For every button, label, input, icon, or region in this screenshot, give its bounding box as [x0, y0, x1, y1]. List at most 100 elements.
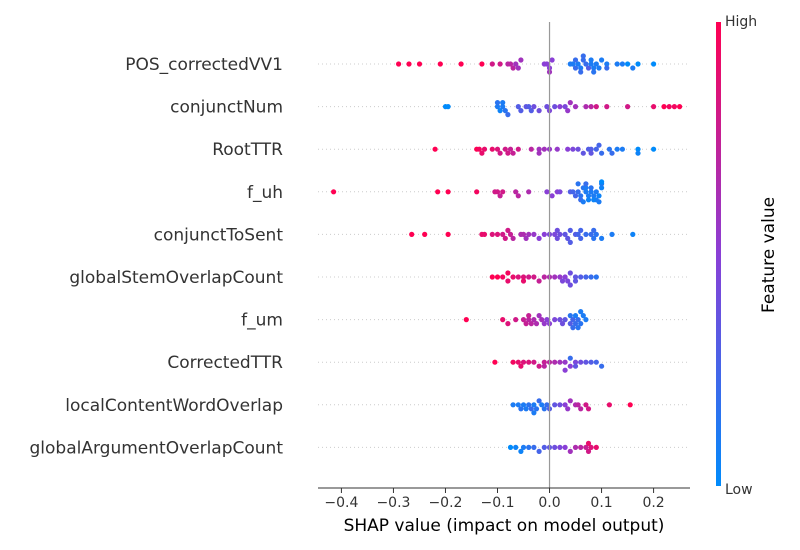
- shap-point: [580, 150, 586, 156]
- shap-point: [593, 146, 599, 152]
- shap-points: [331, 53, 683, 454]
- shap-point: [630, 65, 636, 71]
- shap-point: [593, 61, 599, 67]
- shap-point: [505, 150, 511, 156]
- shap-point: [437, 61, 443, 67]
- shap-point: [531, 410, 537, 416]
- shap-point: [396, 61, 402, 67]
- shap-point: [599, 363, 605, 369]
- shap-point: [583, 61, 589, 67]
- feature-label: CorrectedTTR: [167, 353, 283, 373]
- shap-point: [539, 317, 545, 323]
- shap-point: [416, 61, 423, 67]
- shap-point: [544, 104, 550, 110]
- shap-point: [591, 69, 597, 75]
- shap-point: [432, 146, 438, 152]
- shap-point: [507, 146, 514, 152]
- shap-point: [492, 359, 498, 365]
- shap-point: [533, 406, 540, 412]
- x-tick-label: 0.1: [590, 495, 612, 511]
- shap-point: [625, 61, 631, 67]
- shap-point: [575, 146, 581, 152]
- colorbar-low-label: Low: [725, 482, 753, 498]
- shap-point: [507, 61, 514, 67]
- shap-point: [606, 146, 613, 152]
- shap-point: [578, 65, 584, 71]
- shap-point: [562, 402, 568, 408]
- shap-point: [544, 402, 550, 408]
- shap-point: [575, 61, 581, 67]
- shap-point: [554, 146, 560, 152]
- shap-point: [531, 444, 537, 450]
- shap-point: [588, 146, 594, 152]
- shap-point: [541, 321, 547, 327]
- shap-point: [585, 448, 592, 454]
- shap-point: [523, 235, 529, 241]
- shap-point: [422, 231, 428, 237]
- shap-point: [588, 185, 594, 191]
- shap-point: [562, 231, 568, 237]
- shap-point: [552, 359, 558, 365]
- shap-point: [515, 104, 521, 110]
- shap-point: [567, 448, 573, 454]
- shap-point: [588, 444, 594, 450]
- shap-point: [557, 189, 563, 195]
- x-tick-label: −0.3: [376, 495, 410, 511]
- shap-point: [541, 231, 547, 237]
- shap-point: [494, 104, 501, 110]
- shap-point: [489, 61, 495, 67]
- shap-point: [541, 444, 547, 450]
- shap-point: [520, 317, 527, 323]
- shap-point: [520, 444, 527, 450]
- shap-point: [559, 321, 566, 327]
- shap-point: [515, 402, 521, 408]
- shap-point: [583, 231, 589, 237]
- shap-point: [544, 189, 550, 195]
- shap-point: [526, 104, 532, 110]
- shap-point: [588, 104, 594, 110]
- shap-point: [630, 231, 636, 237]
- shap-point: [520, 278, 527, 284]
- shap-point: [445, 104, 451, 110]
- shap-point: [588, 231, 594, 237]
- shap-point: [445, 189, 451, 195]
- shap-point: [557, 231, 563, 237]
- shap-point: [552, 274, 558, 280]
- shap-point: [331, 189, 337, 195]
- shap-point: [510, 65, 516, 71]
- shap-point: [599, 150, 605, 156]
- shap-point: [500, 274, 506, 280]
- shap-point: [575, 181, 581, 187]
- shap-point: [591, 197, 597, 203]
- colorbar-high-label: High: [725, 14, 757, 30]
- shap-point: [505, 270, 511, 276]
- shap-point: [593, 231, 599, 237]
- shap-point: [502, 108, 508, 114]
- shap-point: [500, 231, 506, 237]
- x-tick-label: 0.2: [642, 495, 664, 511]
- shap-point: [606, 402, 613, 408]
- shap-point: [562, 104, 568, 110]
- x-tick-label: 0.0: [538, 495, 560, 511]
- shap-point: [585, 406, 592, 412]
- shap-point: [578, 359, 584, 365]
- shap-point: [596, 65, 602, 71]
- shap-point: [585, 65, 592, 71]
- shap-point: [593, 189, 599, 195]
- shap-point: [565, 146, 571, 152]
- shap-point: [651, 61, 657, 67]
- shap-point: [593, 359, 599, 365]
- shap-point: [494, 100, 501, 106]
- shap-point: [562, 317, 568, 323]
- feature-rows: POS_correctedVV1 conjunctNum RootTTR f_uhco…: [30, 55, 690, 458]
- shap-point: [500, 317, 506, 323]
- shap-point: [536, 146, 542, 152]
- shap-point: [570, 325, 576, 331]
- shap-point: [591, 193, 597, 199]
- shap-point: [666, 104, 672, 110]
- shap-point: [541, 359, 547, 365]
- shap-point: [513, 317, 519, 323]
- shap-point: [505, 112, 511, 118]
- shap-point: [536, 278, 542, 284]
- shap-point: [588, 274, 594, 280]
